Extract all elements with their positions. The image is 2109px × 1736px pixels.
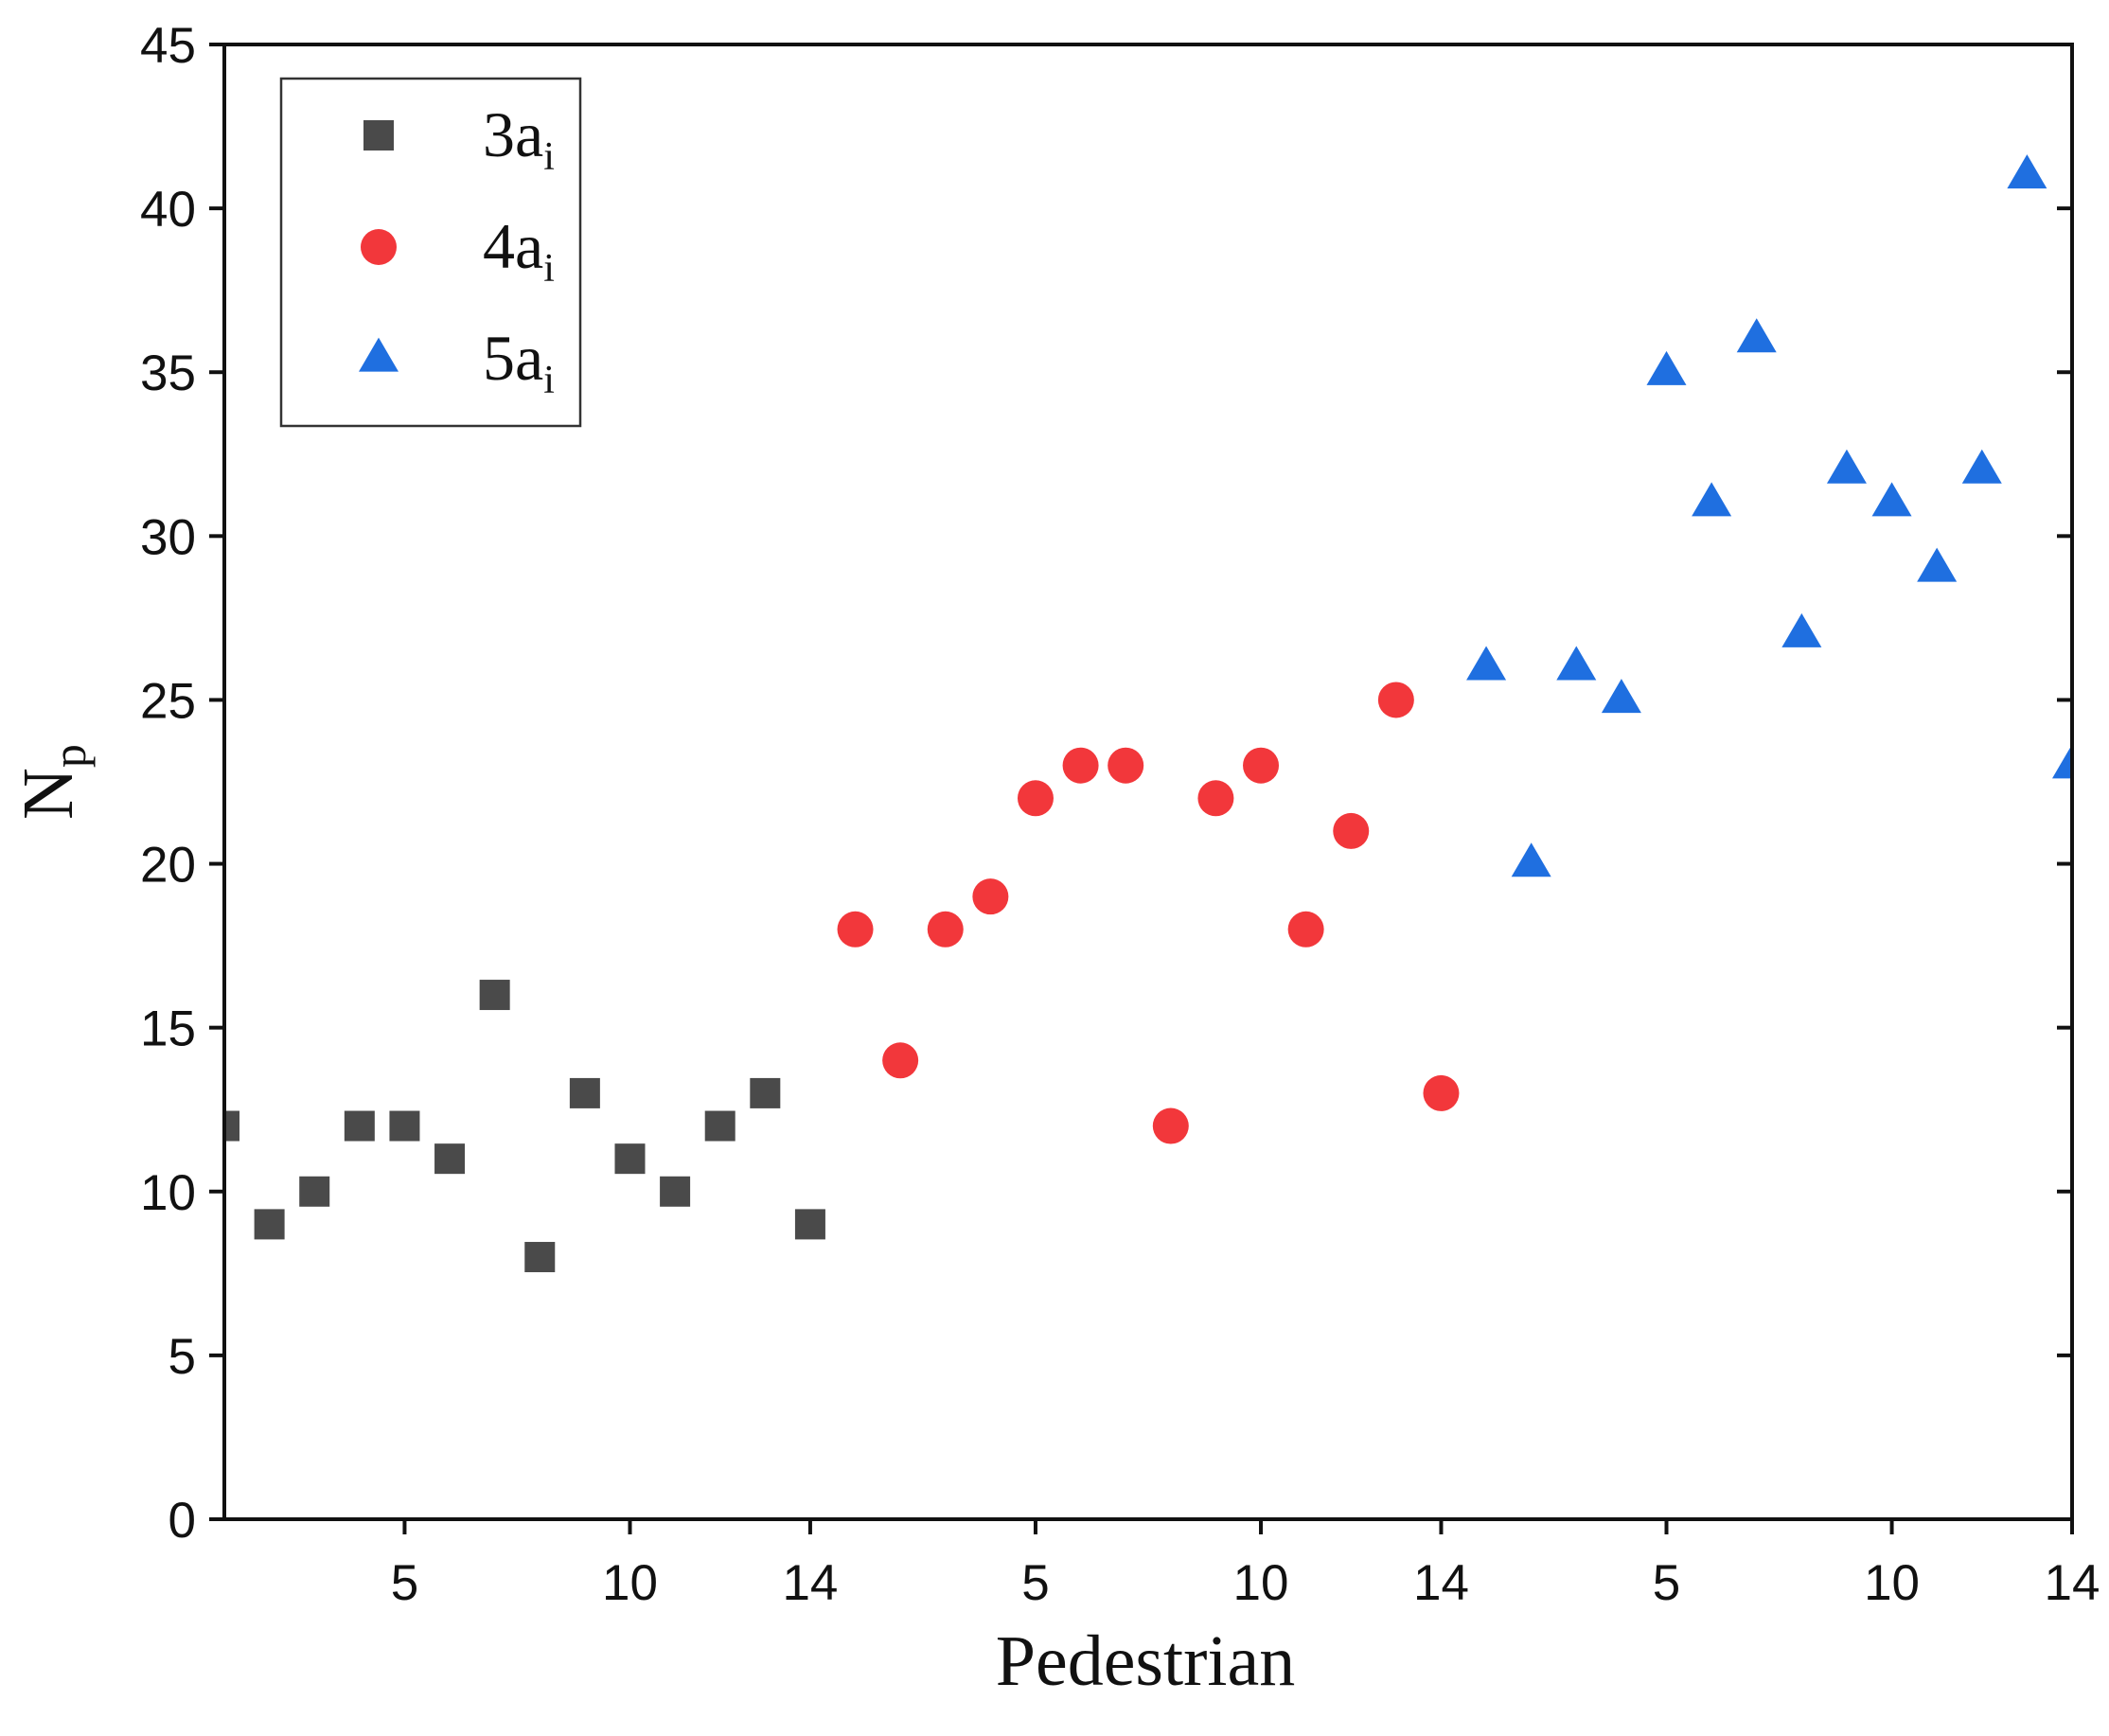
- y-tick-label-5: 25: [140, 673, 196, 729]
- point-triangle-6: [1692, 482, 1732, 517]
- point-triangle-10: [1871, 482, 1912, 517]
- x-tick-label-1: 10: [602, 1555, 658, 1611]
- point-circle-1: [837, 911, 874, 948]
- point-triangle-12: [1961, 449, 2002, 484]
- data-points: [224, 154, 2072, 1273]
- point-circle-4: [972, 878, 1009, 915]
- point-circle-12: [1333, 812, 1370, 849]
- x-tick-label-6: 5: [1653, 1555, 1680, 1611]
- point-square-14: [794, 1209, 825, 1240]
- point-circle-7: [1108, 747, 1144, 784]
- point-square-2: [254, 1209, 285, 1240]
- y-tick-label-1: 5: [168, 1329, 196, 1385]
- point-circle-14: [1423, 1074, 1460, 1111]
- legend-label-2: 4ai: [483, 210, 555, 291]
- y-tick-label-4: 20: [140, 838, 196, 894]
- point-triangle-14: [2052, 744, 2072, 779]
- legend-marker-circle: [361, 229, 397, 265]
- point-square-11: [660, 1176, 691, 1207]
- point-triangle-1: [1466, 646, 1507, 681]
- point-square-4: [344, 1110, 375, 1142]
- tick-labels: 0 5 10 15 20 25 30 35 40 45 5 10 14 5 10 14 5 10 14: [140, 18, 2100, 1611]
- x-tick-label-4: 10: [1233, 1555, 1289, 1611]
- y-tick-label-3: 15: [140, 1001, 196, 1057]
- x-tick-label-5: 14: [1413, 1555, 1469, 1611]
- point-triangle-11: [1917, 547, 1958, 582]
- point-square-13: [750, 1077, 781, 1108]
- y-axis-title: Np: [9, 744, 96, 820]
- point-circle-6: [1062, 747, 1099, 784]
- legend: 3ai 4ai 5ai: [279, 77, 582, 428]
- legend-marker-square: [363, 120, 394, 151]
- plot-frame: [222, 43, 2074, 1521]
- point-square-3: [299, 1176, 330, 1207]
- point-triangle-9: [1826, 449, 1867, 484]
- x-tick-label-0: 5: [391, 1555, 418, 1611]
- y-tick-label-9: 45: [140, 18, 196, 74]
- point-circle-10: [1243, 747, 1280, 784]
- legend-box: [279, 77, 582, 428]
- y-tick-label-7: 35: [140, 345, 196, 401]
- point-square-7: [479, 980, 510, 1011]
- point-square-5: [389, 1110, 420, 1142]
- point-triangle-4: [1601, 679, 1641, 714]
- point-triangle-8: [1781, 612, 1822, 647]
- legend-marker-triangle: [359, 337, 399, 372]
- point-triangle-13: [2007, 154, 2047, 189]
- point-square-6: [434, 1143, 466, 1175]
- point-square-12: [704, 1110, 735, 1142]
- point-circle-8: [1152, 1107, 1189, 1144]
- point-square-1: [224, 1110, 239, 1142]
- x-tick-label-7: 10: [1864, 1555, 1920, 1611]
- point-triangle-5: [1646, 350, 1687, 385]
- y-tick-label-8: 40: [140, 182, 196, 238]
- y-tick-label-2: 10: [140, 1165, 196, 1221]
- x-axis-title: Pedestrian: [996, 1621, 1296, 1701]
- point-circle-5: [1017, 780, 1054, 817]
- point-circle-11: [1287, 911, 1324, 948]
- x-tick-label-3: 5: [1021, 1555, 1049, 1611]
- point-circle-3: [927, 911, 964, 948]
- point-triangle-7: [1736, 318, 1777, 353]
- point-circle-9: [1197, 780, 1234, 817]
- y-tick-label-0: 0: [168, 1493, 196, 1549]
- point-circle-2: [882, 1042, 919, 1079]
- point-triangle-3: [1556, 646, 1597, 681]
- point-triangle-2: [1511, 842, 1551, 877]
- point-square-9: [569, 1077, 600, 1108]
- tick-marks: [209, 43, 2074, 1534]
- legend-label-3: 5ai: [483, 322, 555, 402]
- point-square-8: [524, 1242, 556, 1273]
- x-tick-label-8: 14: [2045, 1555, 2100, 1611]
- y-tick-label-6: 30: [140, 509, 196, 565]
- x-tick-label-2: 14: [782, 1555, 838, 1611]
- legend-label-1: 3ai: [483, 98, 555, 179]
- point-circle-13: [1377, 682, 1414, 718]
- point-square-10: [614, 1143, 646, 1175]
